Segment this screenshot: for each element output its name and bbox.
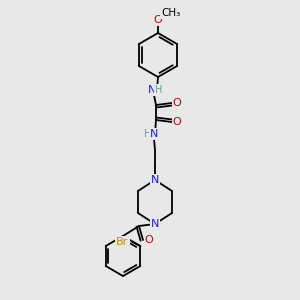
Text: N: N	[151, 175, 159, 185]
Text: H: H	[144, 129, 152, 139]
Text: O: O	[172, 98, 182, 108]
Text: CH₃: CH₃	[161, 8, 181, 18]
Text: N: N	[151, 219, 159, 229]
Text: N: N	[148, 85, 156, 95]
Text: Br: Br	[116, 237, 128, 247]
Text: O: O	[145, 235, 153, 245]
Text: O: O	[154, 15, 162, 25]
Text: N: N	[150, 129, 158, 139]
Text: O: O	[172, 117, 182, 127]
Text: H: H	[155, 85, 163, 95]
